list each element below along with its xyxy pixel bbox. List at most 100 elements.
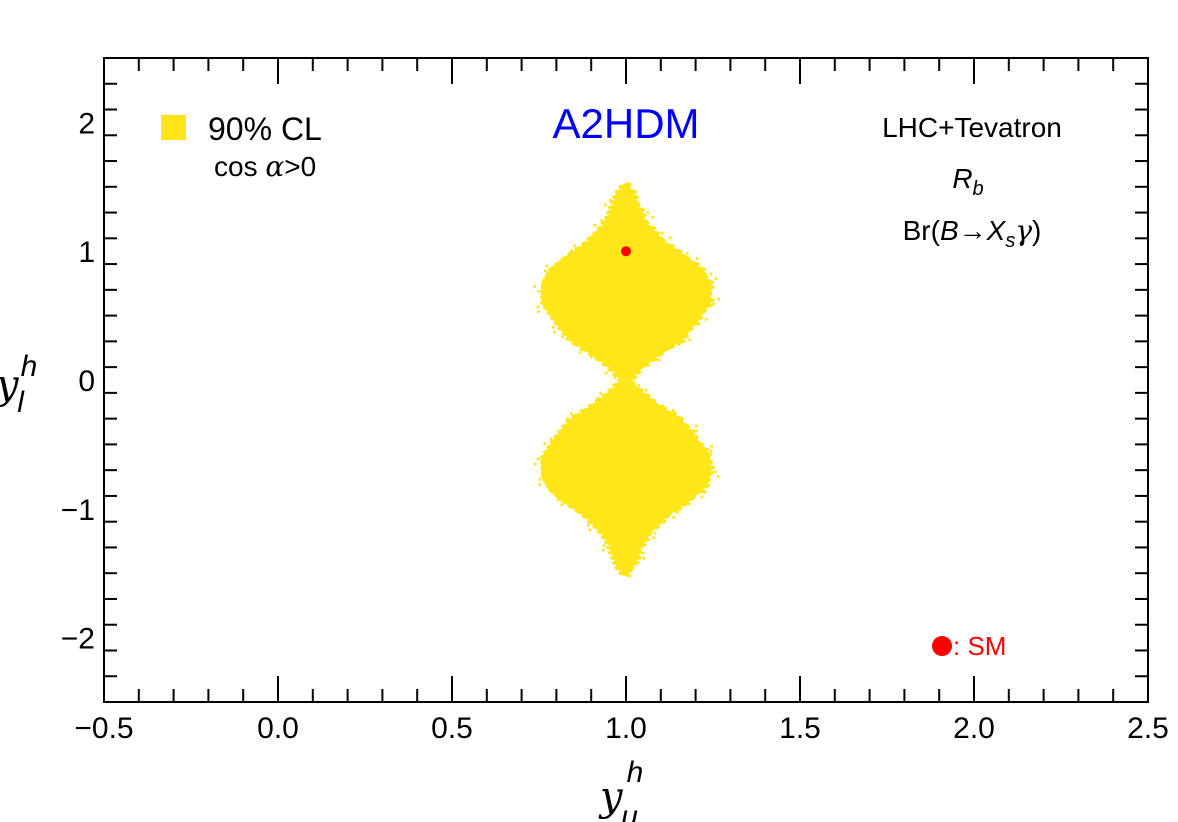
region-point: [661, 404, 665, 408]
region-point: [549, 437, 553, 441]
region-point: [700, 495, 704, 499]
tick-layer: [103, 57, 1149, 703]
region-point: [646, 211, 650, 215]
annotation-br: Br(B→Xsγ): [903, 214, 1042, 252]
region-point: [538, 482, 542, 486]
region-point: [642, 556, 646, 560]
region-point: [677, 343, 681, 347]
region-point: [536, 457, 540, 461]
region-point: [603, 203, 607, 207]
region-point: [533, 462, 537, 466]
sm-legend-marker: [932, 636, 952, 656]
region-point: [552, 330, 556, 334]
y-axis-title-sub: l: [17, 386, 25, 419]
annotation-br-gamma: γ: [1015, 214, 1032, 247]
region-point: [657, 358, 661, 362]
region-point: [560, 335, 564, 339]
region-point: [685, 251, 689, 255]
region-point: [697, 322, 701, 326]
x-tick-label: −0.5: [74, 712, 133, 745]
region-point: [556, 498, 560, 502]
region-point: [601, 548, 605, 552]
region-point: [709, 449, 713, 453]
y-tick-label: 0: [78, 365, 95, 398]
region-point: [604, 371, 608, 375]
region-point: [560, 503, 564, 507]
annotation-br-x: X: [986, 215, 1007, 246]
region-point: [608, 198, 612, 202]
annotation-br-b: B: [940, 215, 959, 246]
region-point: [668, 236, 672, 240]
region-point: [710, 445, 714, 449]
region-point: [636, 561, 640, 565]
region-point: [660, 231, 664, 235]
region-point: [543, 269, 547, 273]
region-point: [703, 490, 707, 494]
region-point: [672, 515, 676, 519]
region-point: [671, 409, 675, 413]
region-point: [717, 297, 721, 301]
x-tick-label: 1.0: [605, 712, 647, 745]
legend-sublabel: cos α>0: [214, 150, 316, 183]
annotation-br-sub: s: [1005, 230, 1015, 252]
region-point: [716, 475, 720, 479]
region-point: [713, 470, 717, 474]
y-tick-label: 2: [78, 107, 95, 140]
legend-sublabel-prefix: cos: [214, 151, 265, 182]
x-tick-label: 1.5: [779, 712, 821, 745]
region-point: [647, 363, 651, 367]
sm-point: [621, 246, 631, 257]
region-point: [545, 264, 549, 268]
x-tick-label: 2.0: [953, 712, 995, 745]
region-point: [589, 355, 593, 359]
region-point: [588, 528, 592, 532]
region-point: [694, 424, 698, 428]
chart-title: A2HDM: [552, 100, 699, 147]
y-tick-label: −1: [61, 494, 95, 527]
x-tick-label: 2.5: [1127, 712, 1169, 745]
region-point: [569, 412, 573, 416]
region-point: [644, 388, 648, 392]
annotation-br-arrow: →: [959, 215, 987, 246]
region-point: [704, 317, 708, 321]
annotation-br-suffix: ): [1032, 215, 1041, 246]
legend-swatch: [161, 115, 186, 140]
x-axis-title: yh u: [598, 756, 643, 822]
annotation-rb: Rb: [952, 163, 983, 200]
region-point: [599, 391, 603, 395]
region-point: [602, 543, 606, 547]
sm-legend-label: : SM: [953, 631, 1006, 661]
legend-sublabel-suffix: >0: [284, 151, 316, 182]
x-axis-title-sup: h: [627, 756, 644, 789]
legend-label: 90% CL: [208, 111, 322, 147]
region-point: [533, 284, 537, 288]
tick-label-layer: −0.5 0.0 0.5 1.0 1.5 2.0 2.5 −2 −1 0 1 2: [61, 107, 1169, 745]
region-point: [538, 478, 542, 482]
region-point: [578, 350, 582, 354]
annotation-lhc-tevatron: LHC+Tevatron: [882, 112, 1062, 143]
region-point: [636, 383, 640, 387]
x-tick-label: 0.0: [257, 712, 299, 745]
region-point: [600, 218, 604, 222]
x-axis-title-sub: u: [621, 800, 638, 822]
region-point: [652, 536, 656, 540]
region-point: [714, 277, 718, 281]
region-point: [688, 338, 692, 342]
region-point: [613, 376, 617, 380]
x-tick-label: 0.5: [431, 712, 473, 745]
region-point: [536, 305, 540, 309]
region-point: [709, 272, 713, 276]
y-tick-label: 1: [78, 236, 95, 269]
region-90cl: [539, 182, 716, 578]
region-point: [596, 396, 600, 400]
region-point: [641, 551, 645, 555]
region-point: [712, 302, 716, 306]
annotation-rb-base: R: [952, 163, 972, 194]
x-axis-title-base: y: [598, 774, 624, 820]
region-point: [537, 310, 541, 314]
y-axis-title-base: y: [0, 362, 20, 408]
region-point: [586, 523, 590, 527]
y-axis-title-sup: h: [21, 350, 38, 383]
region-point: [537, 289, 541, 293]
